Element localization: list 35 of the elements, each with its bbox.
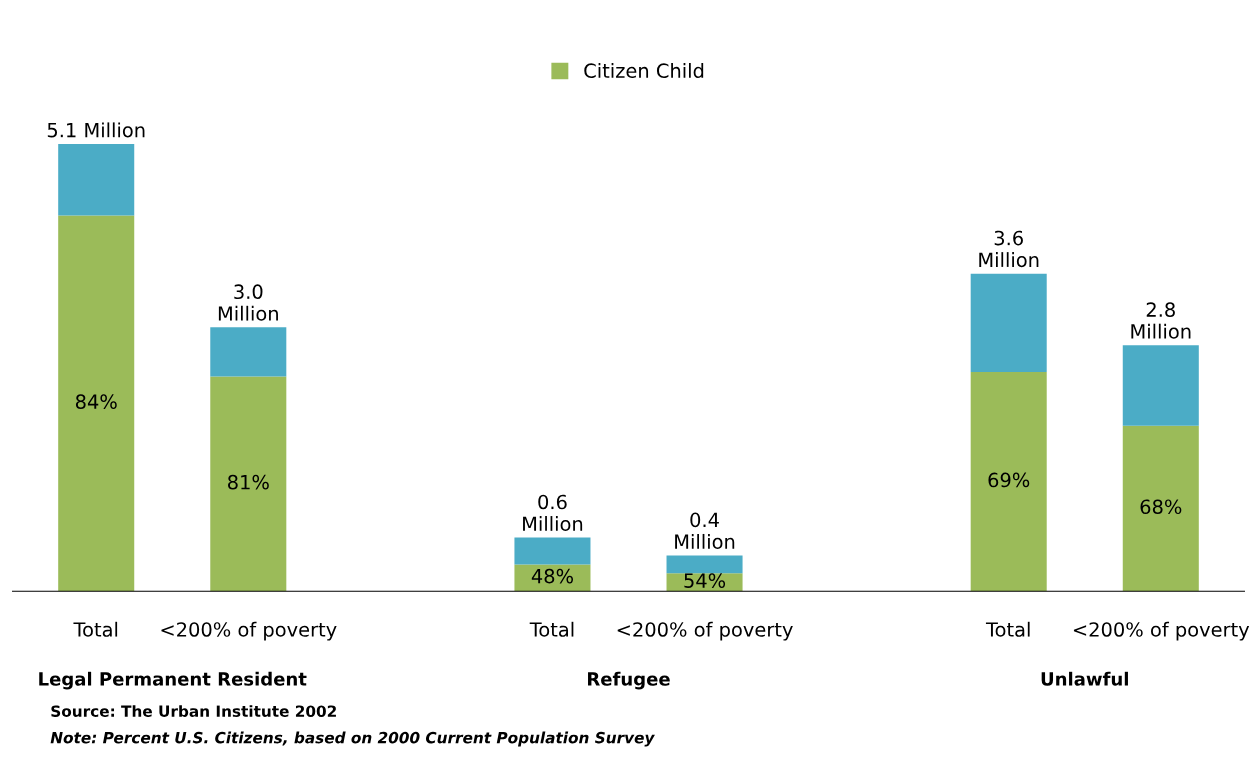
annotation: 84% xyxy=(75,394,117,409)
text: Unlawful xyxy=(1041,671,1128,686)
annotation: 48% xyxy=(531,568,573,584)
x-tick-label: Total xyxy=(73,621,118,637)
x-tick-label: Total xyxy=(529,621,574,637)
x-tick-label: <200% of poverty xyxy=(617,621,793,641)
x-tick-label: <200% of poverty xyxy=(1073,621,1250,641)
annotation: 0.4 Million xyxy=(675,512,735,549)
bar xyxy=(970,273,1047,373)
annotation: 3.6 Million xyxy=(979,230,1039,268)
annotation: 2.8 Million xyxy=(1131,302,1191,339)
bar xyxy=(58,143,135,216)
bar xyxy=(514,564,591,592)
annotation: 81% xyxy=(228,474,269,490)
text: Refugee xyxy=(588,671,670,690)
x-tick-label: <200% of poverty xyxy=(161,621,337,641)
bar xyxy=(666,555,743,574)
annotation: 69% xyxy=(988,472,1030,488)
bar xyxy=(210,327,287,377)
bar xyxy=(58,215,135,592)
text: Note: Percent U.S. Citizens, based on 2000 Current Population Survey xyxy=(50,731,655,747)
annotation: 68% xyxy=(1140,499,1182,515)
annotation: 3.0 Million xyxy=(218,284,278,321)
bar xyxy=(514,537,591,565)
bar xyxy=(1122,345,1199,426)
text: 5.1 Million xyxy=(47,122,145,138)
source-note: Source: The Urban Institute 2002 xyxy=(51,705,336,717)
legend-label: Citizen Child xyxy=(584,62,704,79)
text: Legal Permanent Resident xyxy=(39,671,307,690)
bar xyxy=(1122,425,1199,592)
bar xyxy=(970,372,1047,592)
bar xyxy=(210,376,287,592)
x-tick-label: Total xyxy=(985,621,1030,637)
annotation: 0.6 Million xyxy=(523,494,583,532)
annotation: 54% xyxy=(684,573,726,588)
